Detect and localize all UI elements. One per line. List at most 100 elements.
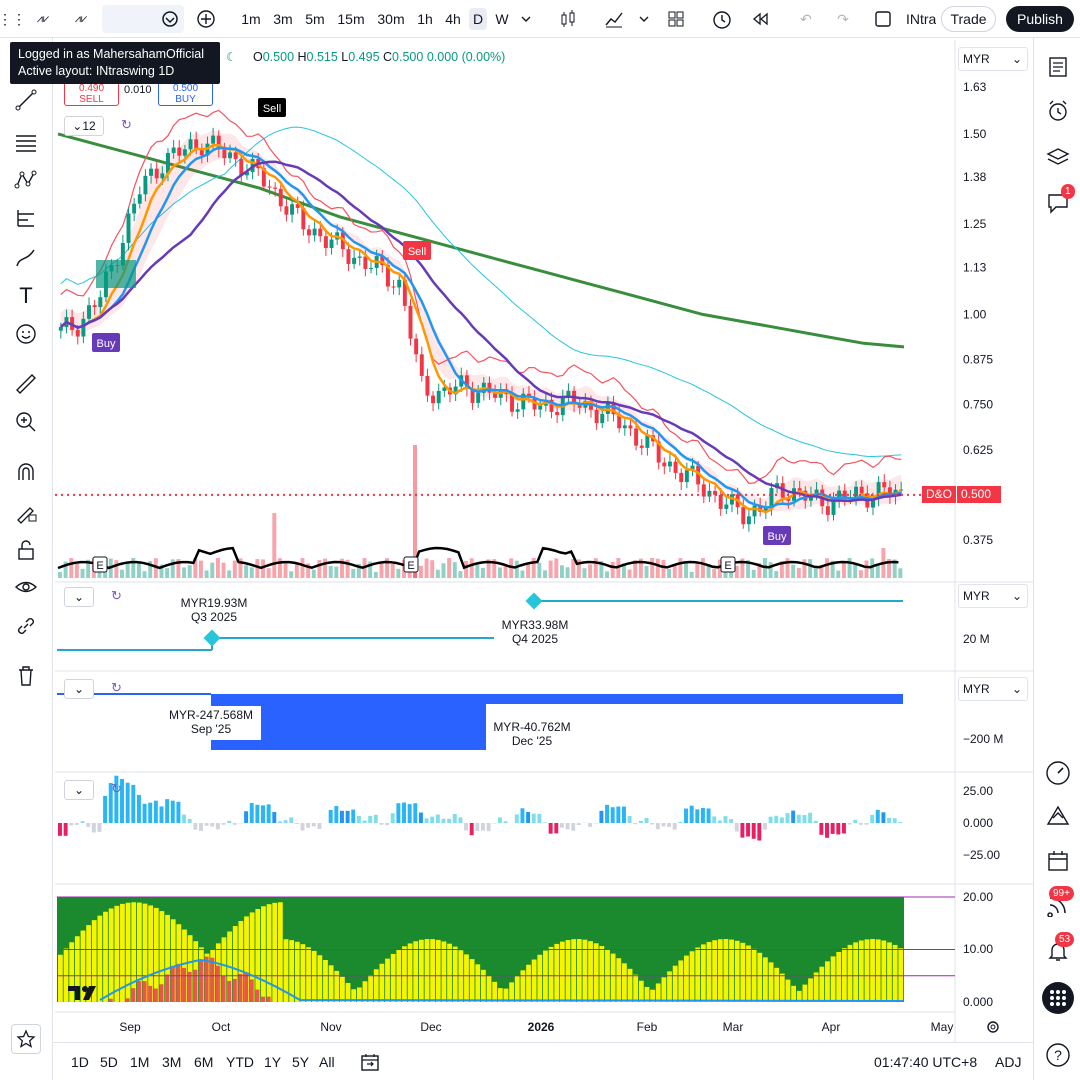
streams-icon[interactable]: 99+ <box>1043 886 1074 920</box>
pattern-icon[interactable] <box>12 166 40 194</box>
lock-pencil-icon[interactable] <box>12 498 40 526</box>
trade-button[interactable]: Trade <box>941 6 996 32</box>
layouts-icon[interactable] <box>664 8 688 30</box>
eye-icon[interactable] <box>12 573 40 601</box>
candle-body <box>476 392 481 403</box>
tf-w[interactable]: W <box>495 11 509 27</box>
replay-icon[interactable] <box>748 8 772 30</box>
undo-icon[interactable]: ↶ <box>800 10 812 27</box>
chevron-down-icon[interactable] <box>516 8 536 30</box>
sell-order-button[interactable]: 0.490 SELL <box>64 82 119 106</box>
chevron-down-icon[interactable] <box>634 8 654 30</box>
currency-select-pane3[interactable]: MYR ⌄ <box>958 677 1028 701</box>
pane4-collapse-button[interactable]: ⌄ <box>64 780 94 800</box>
candle-body <box>594 409 599 424</box>
redo-icon[interactable]: ↷ <box>837 10 849 27</box>
range-1m[interactable]: 1M <box>130 1054 150 1070</box>
range-5d[interactable]: 5D <box>100 1054 118 1070</box>
strength-pane[interactable] <box>57 896 955 1002</box>
refresh-icon[interactable]: ↻ <box>111 781 122 796</box>
candles-icon[interactable] <box>556 8 580 30</box>
layout-name[interactable]: INtra <box>906 11 936 27</box>
chevron-down-icon: ⌄ <box>1011 682 1022 696</box>
currency-select-pane2[interactable]: MYR ⌄ <box>958 584 1028 608</box>
brush-icon[interactable] <box>12 244 40 272</box>
favorites-star-icon[interactable] <box>11 1024 41 1054</box>
tf-1m[interactable]: 1m <box>241 11 261 27</box>
strength-bar <box>182 929 187 1002</box>
compare-icon[interactable]: ⩘⩗ <box>74 12 88 25</box>
add-symbol-button[interactable] <box>194 8 218 30</box>
apps-grid-icon[interactable] <box>1042 982 1074 1014</box>
pane2-collapse-button[interactable]: ⌄ <box>64 587 94 607</box>
calendar-icon[interactable] <box>1043 846 1073 876</box>
indicators-icon[interactable] <box>602 8 626 30</box>
link-icon[interactable] <box>12 612 40 640</box>
help-icon[interactable]: ? <box>1043 1040 1073 1070</box>
range-1d[interactable]: 1D <box>71 1054 89 1070</box>
price-pane[interactable]: E E E Sell Sell Buy Buy <box>55 98 955 578</box>
volume-bar <box>69 558 74 578</box>
adj-toggle[interactable]: ADJ <box>995 1054 1022 1070</box>
refresh-icon[interactable]: ↻ <box>111 680 122 695</box>
range-3m[interactable]: 3M <box>162 1054 182 1070</box>
tf-4h[interactable]: 4h <box>445 11 461 27</box>
momentum-bar <box>763 823 767 830</box>
buy-order-button[interactable]: 0.500 BUY <box>158 82 213 106</box>
emoji-icon[interactable] <box>12 320 40 348</box>
range-ytd[interactable]: YTD <box>226 1054 254 1070</box>
ideas-icon[interactable] <box>1043 802 1073 832</box>
date-range-icon[interactable] <box>360 1052 380 1075</box>
momentum-bar <box>176 801 181 823</box>
publish-button[interactable]: Publish <box>1006 6 1074 32</box>
tf-30m[interactable]: 30m <box>377 11 405 27</box>
tf-3m[interactable]: 3m <box>273 11 293 27</box>
alarm-clock-icon[interactable] <box>1043 96 1073 126</box>
notifications-bell-icon[interactable]: 53 <box>1043 932 1075 966</box>
zoom-in-icon[interactable] <box>12 408 40 436</box>
tf-1h[interactable]: 1h <box>417 11 433 27</box>
candle-body <box>538 405 543 410</box>
symbol-add-icon[interactable] <box>158 8 182 30</box>
chart-style-icon[interactable]: ⩘⩗ <box>36 12 50 25</box>
refresh-icon[interactable]: ↻ <box>111 588 122 603</box>
layers-icon[interactable] <box>1043 142 1073 172</box>
speedometer-icon[interactable] <box>1043 758 1073 788</box>
currency-select-main[interactable]: MYR ⌄ <box>958 47 1028 71</box>
magnet-icon[interactable] <box>12 458 40 486</box>
symbol-search[interactable] <box>102 5 184 33</box>
strength-bar <box>509 982 514 1002</box>
volume-bar <box>599 561 604 578</box>
tf-d[interactable]: D <box>469 8 487 30</box>
revenue-pane[interactable] <box>57 592 903 651</box>
indicators-collapse-button[interactable]: ⌄ 12 <box>64 116 104 136</box>
trash-icon[interactable] <box>12 662 40 690</box>
tf-15m[interactable]: 15m <box>337 11 365 27</box>
tf-5m[interactable]: 5m <box>305 11 325 27</box>
watchlist-icon[interactable] <box>1043 52 1073 82</box>
clock-time[interactable]: 01:47:40 UTC+8 <box>874 1054 978 1070</box>
ruler-icon[interactable] <box>12 370 40 398</box>
drag-handle-icon[interactable]: ⋮⋮ <box>0 10 26 27</box>
fib-retracement-icon[interactable] <box>12 128 40 156</box>
settings-gear-icon[interactable] <box>985 1019 1001 1040</box>
refresh-icon[interactable]: ↻ <box>121 117 132 132</box>
text-icon[interactable]: T <box>19 283 33 308</box>
volume-bar <box>131 558 136 578</box>
pane3-collapse-button[interactable]: ⌄ <box>64 679 94 699</box>
chat-icon[interactable]: 1 <box>1043 184 1075 218</box>
trend-line-icon[interactable] <box>12 86 40 114</box>
tooltip-line2: Active layout: INtraswing 1D <box>18 64 175 78</box>
strength-bar <box>125 902 131 1002</box>
range-5y[interactable]: 5Y <box>292 1054 310 1070</box>
oscillator-pane[interactable] <box>58 775 903 841</box>
range-1y[interactable]: 1Y <box>264 1054 282 1070</box>
date-tick-label: Feb <box>637 1020 658 1034</box>
fullscreen-icon[interactable] <box>872 8 894 30</box>
forecast-icon[interactable] <box>12 204 40 232</box>
range-all[interactable]: All <box>319 1054 335 1070</box>
alert-clock-icon[interactable] <box>710 8 734 30</box>
range-6m[interactable]: 6M <box>194 1054 214 1070</box>
lock-icon[interactable] <box>12 536 40 564</box>
